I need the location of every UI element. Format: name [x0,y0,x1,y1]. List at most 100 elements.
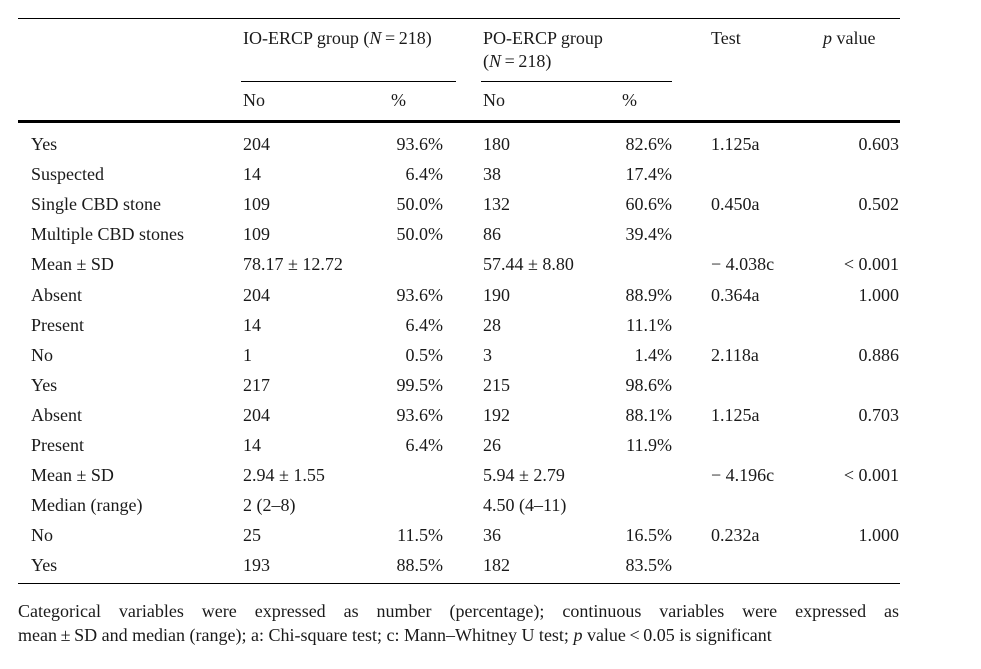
p-value-cell: 1.000 [858,525,900,545]
io-no-cell: 25 [243,525,261,545]
io-pct-cell: 0.5% [405,345,444,365]
row-label: Yes [31,134,58,154]
po-no-cell: 57.44 ± 8.80 [483,254,574,274]
po-no-cell: 5.94 ± 2.79 [483,465,565,485]
po-pct-cell: 83.5% [625,555,673,575]
io-no-cell: 193 [243,555,270,575]
row-label: Median (range) [31,495,143,515]
p-value-cell: 0.703 [858,405,900,425]
test-cell: 1.125a [711,405,760,425]
po-no-cell: 28 [483,315,501,335]
io-no-cell: 14 [243,164,261,184]
io-pct-cell: 88.5% [396,555,444,575]
io-pct-cell: 6.4% [405,435,444,455]
row-label: No [31,525,53,545]
test-cell: 2.118a [711,345,759,365]
io-pct-cell: 93.6% [396,134,444,154]
io-pct-cell: 93.6% [396,285,444,305]
io-pct-cell: 50.0% [396,194,444,214]
io-pct-cell: 11.5% [397,525,443,545]
po-no-cell: 132 [483,194,510,214]
test-cell: 1.125a [711,134,760,154]
io-no-cell: 1 [243,345,252,365]
p-value-cell: < 0.001 [843,254,899,274]
po-pct-cell: 98.6% [625,375,673,395]
po-no-cell: 4.50 (4–11) [483,495,567,515]
row-label: Yes [31,555,58,575]
test-cell: − 4.038c [711,254,775,274]
row-label: Mean ± SD [31,254,114,274]
io-no-cell: 204 [243,134,270,154]
p-value-cell: 0.886 [858,345,900,365]
io-no-cell: 204 [243,285,270,305]
po-group-underline [481,81,672,82]
po-no-cell: 86 [483,224,501,244]
row-label: No [31,345,53,365]
test-header: Test [711,28,741,48]
po-no-cell: 192 [483,405,510,425]
test-cell: 0.450a [711,194,760,214]
p-value-cell: 0.603 [858,134,900,154]
io-no-cell: 204 [243,405,270,425]
io-no-cell: 2 (2–8) [243,495,296,515]
po-pct-cell: 88.9% [625,285,673,305]
po-pct-cell: 82.6% [625,134,673,154]
io-pct-cell: 99.5% [396,375,444,395]
po-pct-cell: 1.4% [634,345,673,365]
io-no-cell: 217 [243,375,270,395]
p-value-cell: < 0.001 [843,465,899,485]
table-top-rule [18,18,900,19]
po-pct-cell: 60.6% [625,194,673,214]
po-no-cell: 182 [483,555,510,575]
io-group-underline [241,81,456,82]
po-no-cell: 3 [483,345,492,365]
io-pct-cell: 6.4% [405,315,444,335]
footnote-line-1: Categorical variables were expressed as … [18,601,899,621]
row-label: Multiple CBD stones [31,224,185,244]
po-no-cell: 180 [483,134,510,154]
test-cell: − 4.196c [711,465,775,485]
row-label: Absent [31,405,82,425]
po-no-cell: 190 [483,285,510,305]
po-pct-cell: 11.9% [626,435,672,455]
po-pct-cell: 88.1% [625,405,673,425]
io-no-header: No [243,90,265,110]
row-label: Yes [31,375,58,395]
p-value-header: p value [823,28,876,48]
row-label: Single CBD stone [31,194,162,214]
test-cell: 0.364a [711,285,760,305]
io-no-cell: 109 [243,224,270,244]
po-pct-cell: 11.1% [626,315,672,335]
header-bottom-rule [18,120,900,123]
po-pct-cell: 16.5% [625,525,673,545]
po-group-header-line2: (N = 218) [483,51,552,71]
row-label: Mean ± SD [31,465,114,485]
po-pct-header: % [622,90,637,110]
footnote-line-2: mean ± SD and median (range); a: Chi-squ… [18,625,772,645]
po-no-header: No [483,90,505,110]
po-no-cell: 36 [483,525,501,545]
po-group-header-line1: PO-ERCP group [483,28,603,48]
row-label: Suspected [31,164,104,184]
row-label: Present [31,435,84,455]
io-pct-cell: 6.4% [405,164,444,184]
io-no-cell: 14 [243,315,261,335]
po-no-cell: 215 [483,375,510,395]
po-pct-cell: 39.4% [625,224,673,244]
io-pct-cell: 50.0% [396,224,444,244]
io-no-cell: 78.17 ± 12.72 [243,254,343,274]
table-footnote: Categorical variables were expressed as … [18,599,899,647]
po-pct-cell: 17.4% [625,164,673,184]
row-label: Present [31,315,84,335]
p-value-cell: 1.000 [858,285,900,305]
test-cell: 0.232a [711,525,760,545]
po-no-cell: 26 [483,435,501,455]
io-group-header: IO-ERCP group (N = 218) [243,28,432,48]
row-label: Absent [31,285,82,305]
io-no-cell: 14 [243,435,261,455]
p-value-cell: 0.502 [858,194,900,214]
io-pct-cell: 93.6% [396,405,444,425]
table-bottom-rule [18,583,900,584]
io-no-cell: 109 [243,194,270,214]
io-no-cell: 2.94 ± 1.55 [243,465,325,485]
